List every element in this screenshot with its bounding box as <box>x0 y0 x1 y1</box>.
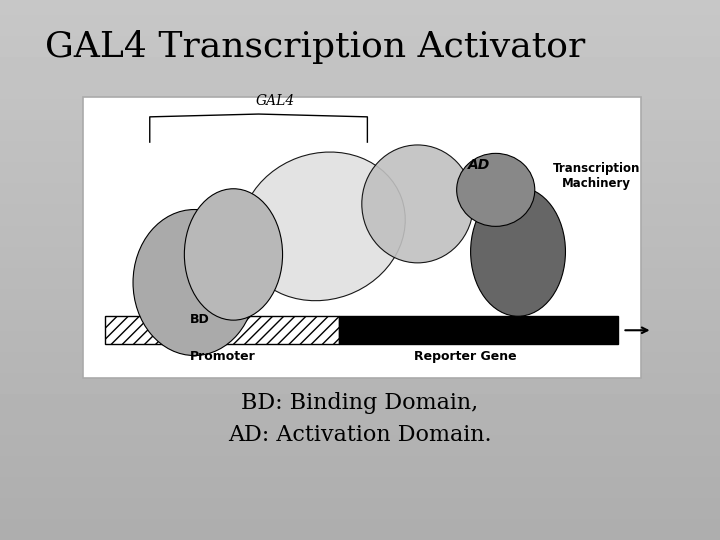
FancyBboxPatch shape <box>340 316 618 345</box>
Ellipse shape <box>361 145 474 263</box>
FancyBboxPatch shape <box>105 316 340 345</box>
Text: GAL4: GAL4 <box>256 94 295 108</box>
FancyBboxPatch shape <box>83 97 641 378</box>
Ellipse shape <box>240 152 405 301</box>
Text: AD: Activation Domain.: AD: Activation Domain. <box>228 424 492 446</box>
Text: BD: Binding Domain,: BD: Binding Domain, <box>241 392 479 414</box>
Text: GAL4 Transcription Activator: GAL4 Transcription Activator <box>45 30 585 64</box>
Ellipse shape <box>184 189 282 320</box>
Text: Transcription
Machinery: Transcription Machinery <box>552 162 640 190</box>
Ellipse shape <box>456 153 535 226</box>
Text: Reporter Gene: Reporter Gene <box>414 350 516 363</box>
Ellipse shape <box>133 210 256 355</box>
Text: Promoter: Promoter <box>189 350 255 363</box>
Ellipse shape <box>471 187 565 316</box>
Text: AD: AD <box>468 158 490 172</box>
Text: BD: BD <box>190 313 210 326</box>
